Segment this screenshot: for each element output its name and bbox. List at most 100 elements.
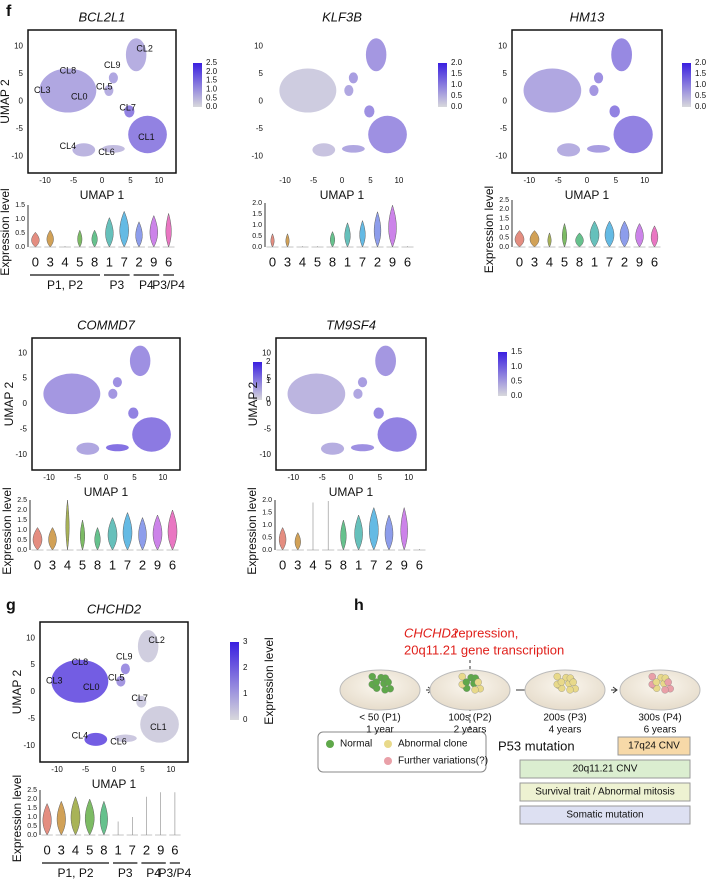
cell (471, 686, 479, 694)
y-tick-label: 2.0 (262, 497, 272, 504)
x-tick-label: -10 (43, 473, 55, 482)
cell (474, 678, 482, 686)
category-label: 8 (340, 557, 347, 572)
cell (569, 678, 577, 686)
cell-cluster (357, 377, 368, 388)
colorbar-tick-label: 2.5 (206, 58, 218, 67)
group-label: P1, P2 (57, 866, 93, 880)
violin (65, 499, 70, 551)
colorbar-tick-label: 1.5 (451, 69, 463, 78)
violin (373, 210, 382, 248)
x-tick-label: -5 (74, 473, 82, 482)
violin (70, 796, 81, 836)
colorbar-tick-label: 0.5 (695, 91, 707, 100)
category-label: 4 (299, 254, 306, 269)
category-label: 4 (64, 557, 71, 572)
category-label: 4 (546, 254, 553, 269)
cell-cluster (104, 85, 114, 96)
y-tick-label: 0 (267, 399, 272, 408)
cell-cluster (116, 675, 126, 687)
violin (330, 231, 335, 248)
y-tick-label: 1.5 (262, 509, 272, 516)
colorbar-tick-label: 0.0 (451, 102, 463, 111)
category-label: 7 (359, 254, 366, 269)
violin (105, 216, 114, 248)
colorbar-tick-label: 0.0 (206, 102, 218, 111)
cluster-label: CL9 (116, 651, 133, 661)
panel-label: h (354, 597, 364, 614)
colorbar-tick-label: 1.5 (511, 347, 523, 356)
cell-cluster (39, 68, 97, 113)
category-label: 2 (143, 842, 150, 857)
colorbar-tick-label: 0.0 (511, 391, 523, 400)
y-tick-label: 0.5 (17, 537, 27, 544)
violin (278, 526, 287, 551)
violin (77, 229, 83, 248)
y-tick-label: -5 (256, 124, 264, 133)
plot-title: CHCHD2 (87, 601, 142, 616)
category-label: 8 (329, 254, 336, 269)
cell-cluster (589, 85, 599, 96)
category-label: 2 (621, 254, 628, 269)
violin (575, 232, 584, 248)
colorbar (498, 352, 507, 396)
x-tick-label: 10 (404, 473, 413, 482)
violin (99, 800, 108, 836)
y-tick-label: 2.5 (499, 197, 509, 204)
plot-title: BCL2L1 (79, 9, 126, 24)
cell-cluster (72, 143, 96, 157)
cell-cluster (342, 144, 365, 153)
violin (32, 527, 43, 551)
x-tick-label: 5 (378, 473, 383, 482)
cell-cluster (124, 105, 135, 118)
y-tick-label: 0 (31, 687, 36, 696)
category-label: 1 (106, 254, 113, 269)
panel-label: f (6, 3, 12, 20)
event-label: Survival trait / Abnormal mitosis (535, 787, 675, 798)
cell-cluster (353, 388, 363, 399)
x-axis-label: UMAP 1 (320, 188, 365, 202)
violin (400, 506, 408, 551)
category-label: 5 (79, 557, 86, 572)
cell-cluster (51, 659, 109, 703)
category-label: 5 (76, 254, 83, 269)
category-label: 0 (516, 254, 523, 269)
x-tick-label: 0 (585, 176, 590, 185)
cell-cluster (365, 38, 387, 72)
y-tick-label: 10 (14, 42, 23, 51)
violin (285, 233, 290, 248)
violin (368, 506, 379, 551)
cell (462, 678, 471, 686)
heading-line: 20q11.21 gene transcription (404, 642, 564, 657)
colorbar-tick-label: 1.5 (695, 69, 707, 78)
violin (31, 231, 40, 248)
cell (557, 678, 566, 686)
x-tick-label: 10 (154, 176, 163, 185)
legend-label: Abnormal clone (398, 739, 468, 750)
plot-title: KLF3B (322, 9, 362, 24)
y-tick-label: 0.5 (15, 230, 25, 237)
y-tick-label: 10 (18, 348, 27, 357)
dish (524, 669, 606, 711)
violin (547, 232, 552, 248)
legend-dot (326, 740, 334, 748)
y-axis-label: Expression level (0, 487, 14, 574)
colorbar-label: Expression level (262, 637, 276, 724)
stage-time: 2 years (454, 725, 487, 736)
x-axis-label: UMAP 1 (92, 777, 137, 791)
x-axis-label: UMAP 1 (329, 485, 374, 499)
stage-passage: 100s (P2) (448, 713, 491, 724)
cell-cluster (114, 734, 137, 743)
cell-cluster (287, 373, 346, 415)
cell-cluster (613, 115, 653, 154)
violin (48, 527, 57, 551)
category-label: 6 (165, 254, 172, 269)
y-tick-label: 10 (254, 42, 263, 51)
cell-cluster (611, 38, 632, 72)
violin (56, 800, 66, 836)
cell (372, 678, 381, 686)
violin (344, 222, 351, 248)
x-tick-label: -10 (51, 765, 63, 774)
violin (91, 229, 98, 248)
x-tick-label: 5 (128, 176, 133, 185)
